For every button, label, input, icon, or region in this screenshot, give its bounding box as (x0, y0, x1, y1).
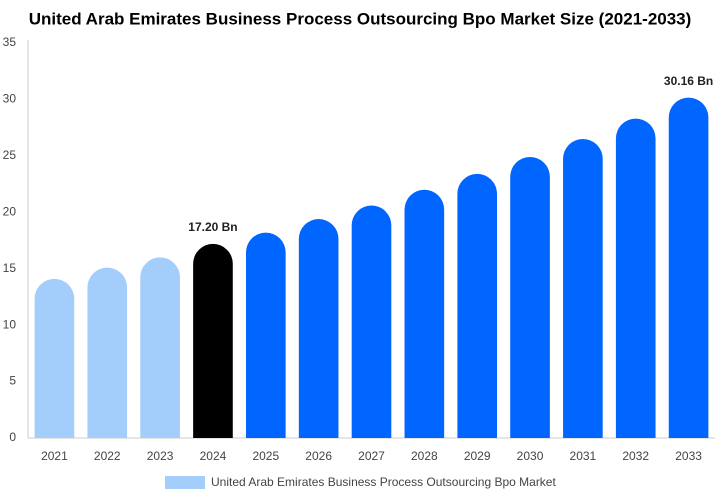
x-tick-label: 2030 (517, 449, 544, 463)
y-tick-label: 25 (3, 148, 17, 162)
bar (34, 278, 75, 438)
bar (668, 97, 709, 438)
x-tick-label: 2026 (305, 449, 332, 463)
bar (404, 189, 445, 438)
bar (563, 138, 603, 438)
y-tick-label: 30 (3, 92, 17, 106)
legend-label: United Arab Emirates Business Process Ou… (211, 475, 556, 489)
bar (193, 243, 233, 438)
bar (510, 156, 550, 438)
x-tick-label: 2023 (147, 449, 174, 463)
x-tick-label: 2025 (252, 449, 279, 463)
x-tick-label: 2024 (200, 449, 227, 463)
bar (298, 219, 339, 438)
chart-title: United Arab Emirates Business Process Ou… (29, 9, 692, 28)
x-tick-label: 2029 (464, 449, 491, 463)
x-tick-label: 2033 (675, 449, 702, 463)
x-tick-label: 2022 (94, 449, 121, 463)
value-label: 30.16 Bn (664, 74, 713, 88)
x-tick-label: 2032 (622, 449, 649, 463)
y-tick-label: 15 (3, 261, 17, 275)
value-label: 17.20 Bn (188, 220, 237, 234)
bar (615, 118, 656, 439)
y-tick-label: 0 (9, 430, 16, 444)
legend-swatch (165, 476, 205, 489)
y-tick-label: 35 (3, 35, 17, 49)
y-tick-label: 5 (9, 374, 16, 388)
x-tick-label: 2028 (411, 449, 438, 463)
bar (87, 267, 128, 438)
bar (351, 205, 392, 438)
bar (457, 173, 498, 438)
x-tick-label: 2031 (570, 449, 597, 463)
x-tick-label: 2021 (41, 449, 68, 463)
y-tick-label: 10 (3, 317, 17, 331)
x-tick-label: 2027 (358, 449, 385, 463)
y-tick-label: 20 (3, 204, 17, 218)
bar (245, 232, 286, 438)
bar (140, 257, 180, 438)
